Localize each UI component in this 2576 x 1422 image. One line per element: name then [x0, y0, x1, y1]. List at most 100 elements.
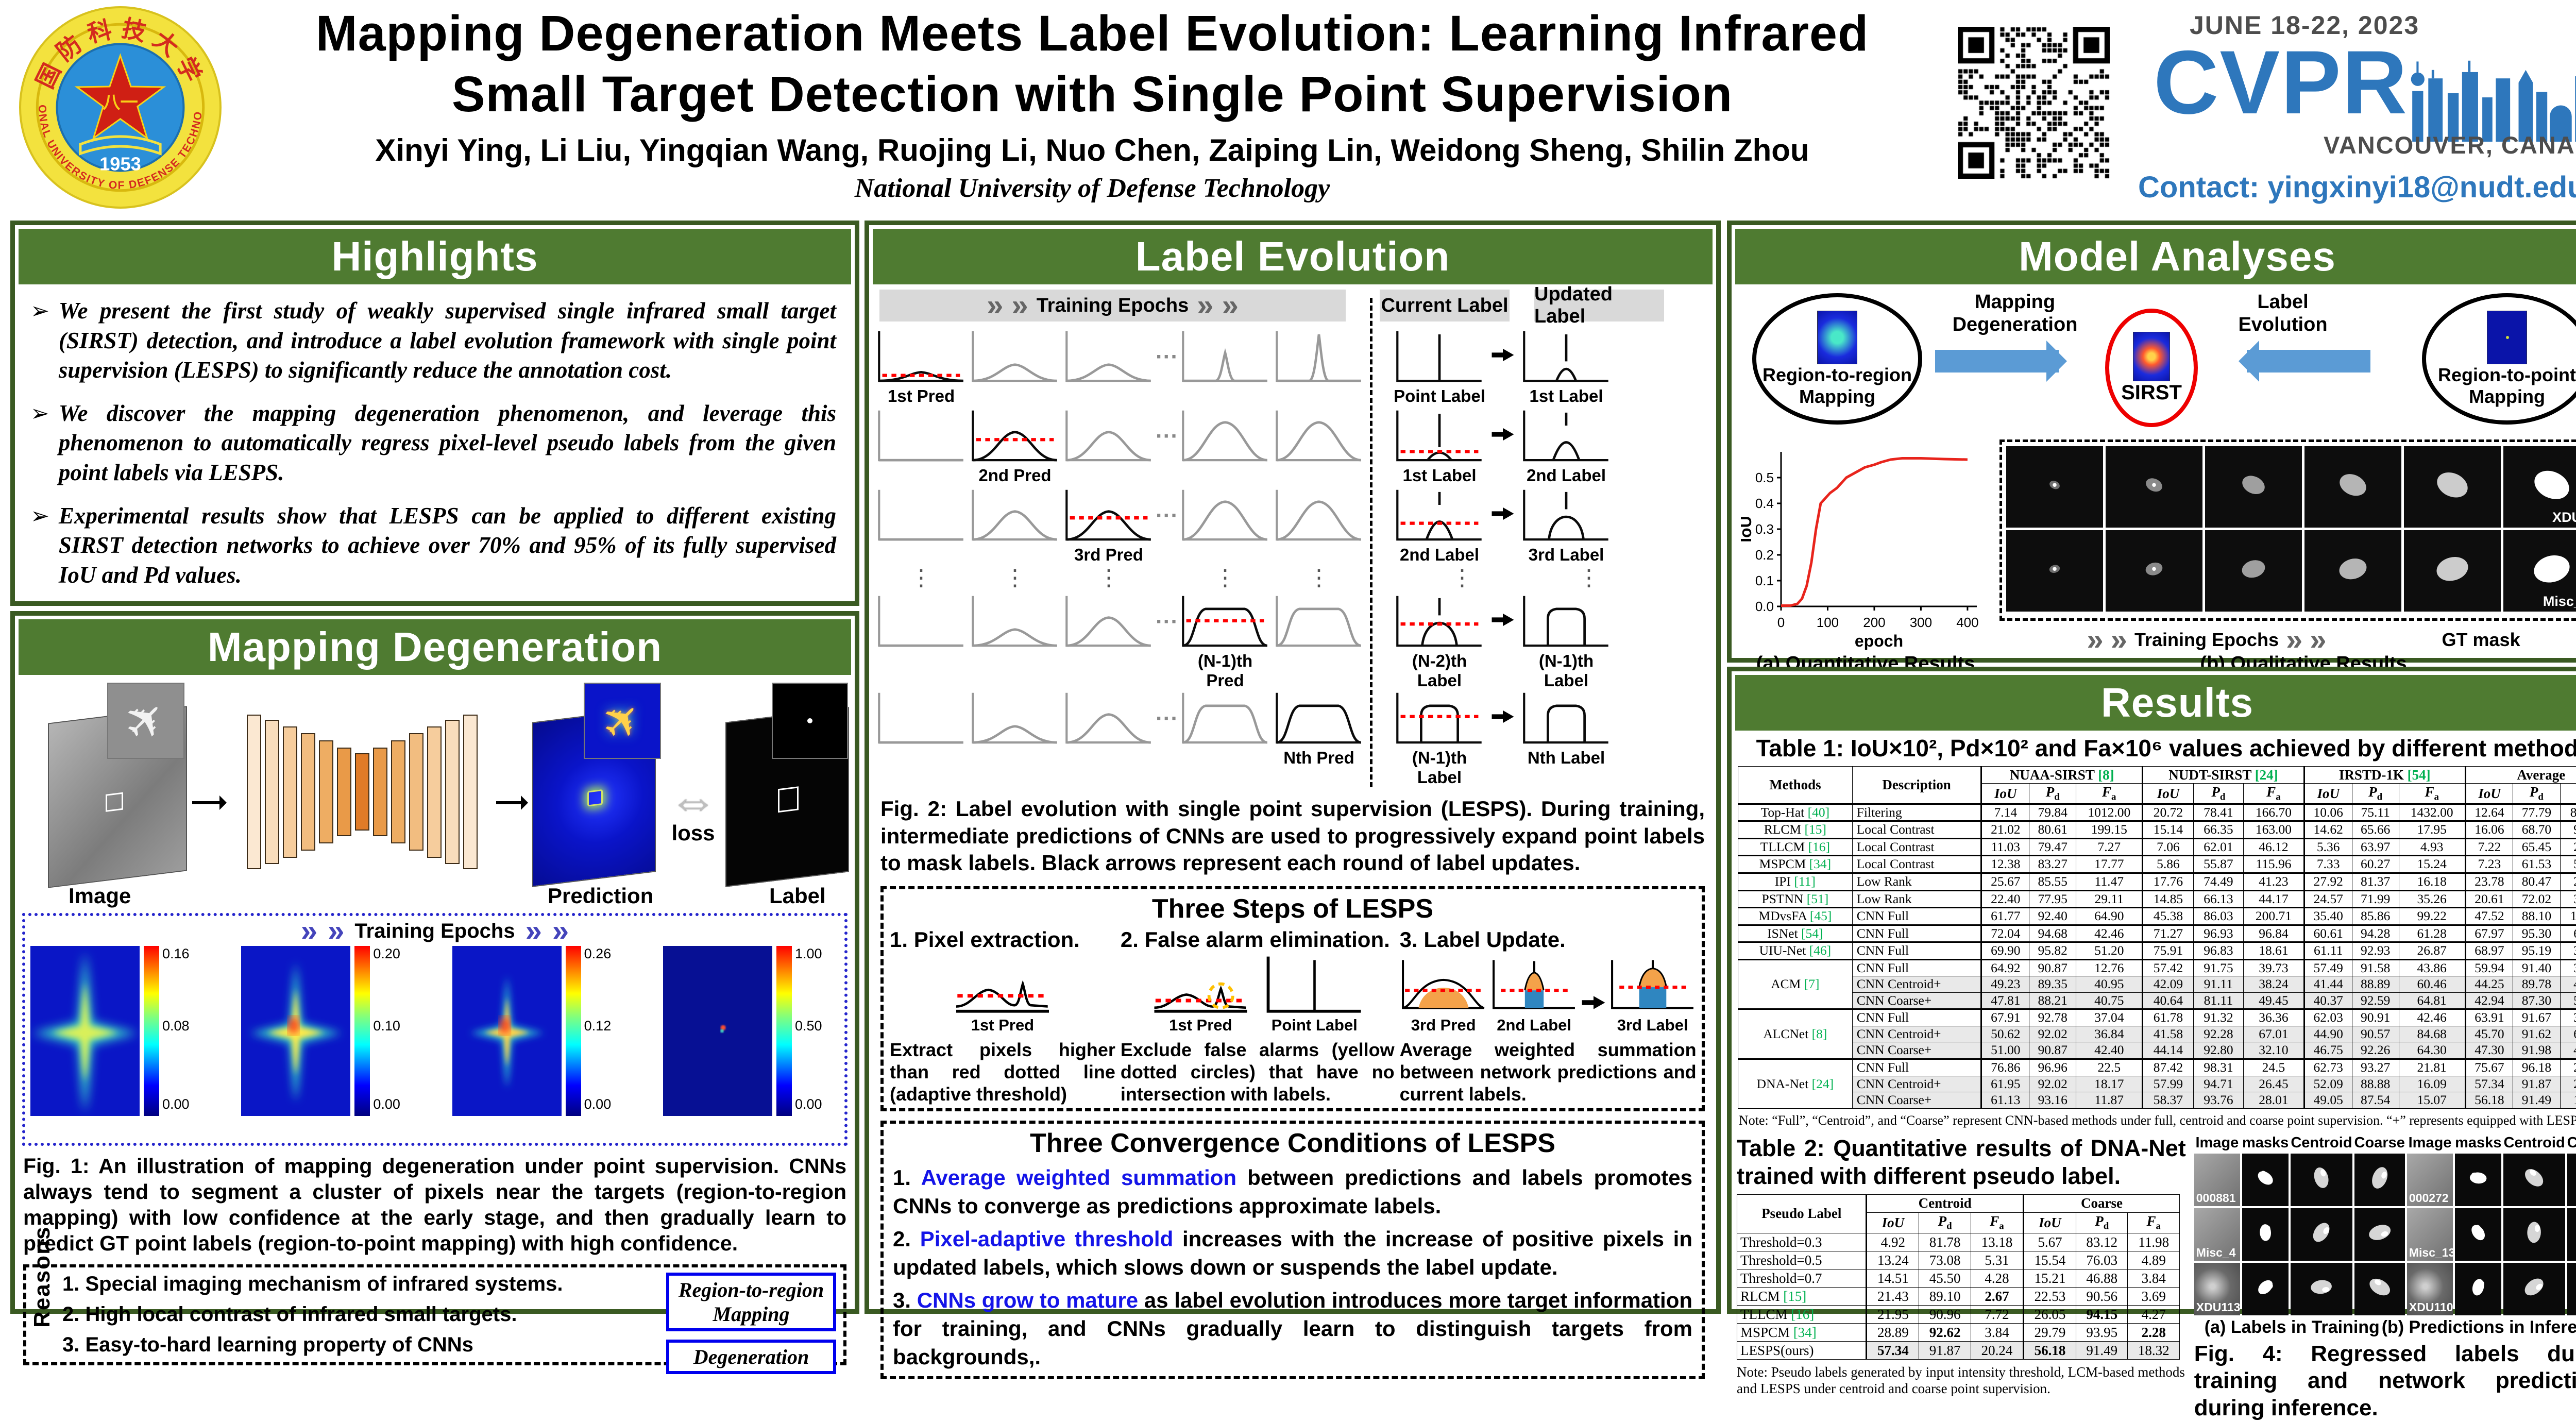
cnn-layer-bar — [355, 753, 369, 831]
highlight-item: ➢ Experimental results show that LESPS c… — [30, 501, 836, 590]
fig4-image-thumb: XDU113 — [2194, 1263, 2240, 1315]
label-update-arrow — [1486, 408, 1519, 443]
fig4-image-thumb: 000881 — [2194, 1154, 2240, 1206]
svg-text:100: 100 — [1817, 615, 1839, 630]
evolution-plot-cell: 1st Pred — [874, 329, 968, 408]
gt-mask-label: GT mask — [2442, 629, 2520, 651]
evolution-plot-cell: Point Label — [1393, 329, 1486, 408]
third-pred-plot — [1400, 954, 1487, 1016]
evolution-plot-cell: Nth Pred — [1272, 690, 1366, 770]
second-label-plot — [1490, 954, 1578, 1016]
evolution-plot-cell — [1272, 329, 1366, 408]
fig4-mask-thumb — [2567, 1263, 2576, 1315]
svg-text:0: 0 — [1777, 615, 1785, 630]
fig4b-subcaption: (b) Predictions in Inference — [2382, 1317, 2576, 1338]
bullet-icon: ➢ — [30, 296, 49, 385]
highlights-list: ➢ We present the first study of weakly s… — [15, 288, 855, 608]
region-to-point-ellipse: Region-to-point Mapping — [2422, 293, 2576, 425]
evolution-plot-cell — [1062, 594, 1156, 673]
highlight-item: ➢ We discover the mapping degeneration p… — [30, 399, 836, 488]
fig3b-epochs-band: » » Training Epochs » » GT mask — [1999, 628, 2576, 652]
plot-label: (N-1)th Label — [1393, 748, 1486, 787]
chevron-right-icon: » — [987, 294, 1003, 317]
cnn-layer-bar — [463, 715, 478, 869]
plot-label: (N-1)th Pred — [1178, 651, 1272, 690]
plane-icon: ✈ — [111, 686, 180, 755]
poster-title-line2: Small Target Detection with Single Point… — [242, 64, 1942, 125]
gt-label-label: Label — [769, 884, 826, 908]
cnn-layer-bar — [427, 726, 442, 858]
training-epochs-band: » » Training Epochs » » — [30, 919, 839, 943]
label-update-arrow — [1486, 487, 1519, 522]
evolution-plot-cell — [1178, 487, 1272, 567]
model-analyses-panel: Model Analyses Region-to-region Mapping … — [1727, 221, 2576, 663]
chevron-right-icon: » — [1011, 294, 1028, 317]
fig4-mask-thumb — [2242, 1154, 2289, 1206]
svg-text:0.4: 0.4 — [1755, 496, 1774, 511]
label-update-arrow — [1486, 690, 1519, 725]
sirst-ellipse: SIRST — [2105, 309, 2198, 427]
evolved-mask-thumb: Misc_90 — [2503, 530, 2576, 612]
colorbar — [144, 946, 159, 1116]
convergence-item: 3. CNNs grow to mature as label evolutio… — [893, 1286, 1692, 1371]
three-steps-box: Three Steps of LESPS 1. Pixel extraction… — [880, 886, 1705, 1112]
evolution-plot-cell: 1st Label — [1519, 329, 1613, 408]
evolution-plot-cell: Nth Label — [1519, 690, 1613, 770]
fig4-image-thumb: Misc_4 — [2194, 1208, 2240, 1261]
fig4-mask-thumb — [2242, 1208, 2289, 1261]
poster-header: 国防科技大学 NATIONAL UNIVERSITY OF DEFENSE TE… — [0, 0, 2576, 215]
training-epochs-label: Training Epochs — [1037, 295, 1189, 317]
contact-email[interactable]: yingxinyi18@nudt.edu.cn — [2267, 171, 2576, 204]
chevron-right-icon: » — [1197, 294, 1213, 317]
mapping-degeneration-arrow-label: Mapping Degeneration — [1940, 291, 2090, 336]
pixel-extraction-plot — [943, 954, 1062, 1016]
evolution-plot-cell — [874, 487, 968, 567]
evolution-plot-cell — [874, 690, 968, 770]
cnn-layer-bar — [301, 733, 315, 851]
cnn-layer-bar — [337, 748, 351, 836]
point-map-thumb — [2487, 311, 2527, 364]
fig4-mask-thumb — [2503, 1208, 2565, 1261]
reasons-label: Reasons — [29, 1226, 55, 1328]
fig4-mask-thumb — [2503, 1263, 2565, 1315]
colorbar — [776, 946, 792, 1116]
fig4-col-header: Centroid — [2503, 1135, 2565, 1152]
reasons-box: Reasons 1. Special imaging mechanism of … — [23, 1264, 846, 1365]
evolved-mask-thumb — [2006, 530, 2103, 612]
contact-line: Contact: yingxinyi18@nudt.edu.cn — [2138, 170, 2576, 205]
fig4-col-header: Image — [2194, 1135, 2240, 1152]
plot-label: 1st Pred — [874, 386, 968, 408]
arrow-right-icon — [1581, 991, 1606, 1014]
evolution-plot-cell: (N-1)th Label — [1519, 594, 1613, 690]
training-epochs-label: Training Epochs — [354, 920, 515, 943]
loss-arrow-icon: ⇔ — [669, 782, 718, 821]
plot-label: Point Label — [1393, 386, 1486, 408]
cnn-layer-bar — [247, 715, 261, 869]
sirst-thumb — [2133, 332, 2170, 381]
mapping-degeneration-arrow — [1935, 350, 2059, 373]
bullet-icon: ➢ — [30, 399, 49, 488]
fig4-mask-thumb — [2567, 1154, 2576, 1206]
svg-text:0.1: 0.1 — [1755, 573, 1774, 588]
evolution-plot-cell — [968, 594, 1062, 673]
evolution-plot-cell: 2nd Pred — [968, 408, 1062, 487]
